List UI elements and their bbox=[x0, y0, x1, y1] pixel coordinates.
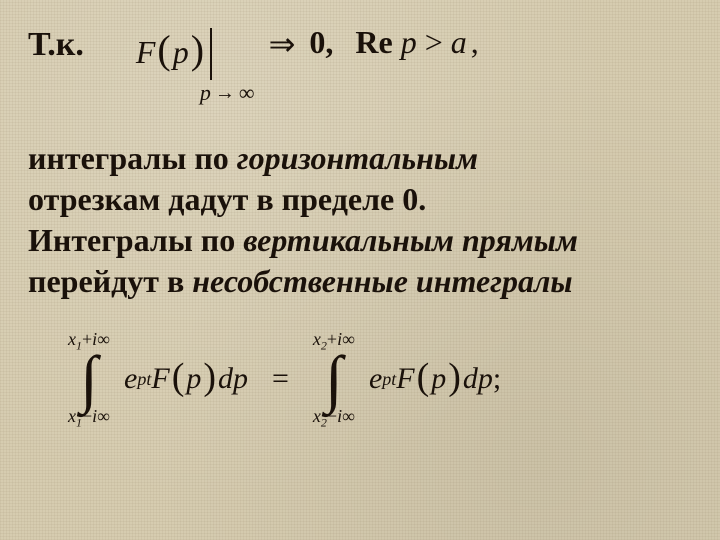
p1i: горизонтальным bbox=[237, 140, 478, 176]
double-arrow-icon: ⇒ bbox=[259, 28, 306, 60]
inf-icon: ∞ bbox=[97, 406, 110, 426]
F: F bbox=[151, 362, 169, 396]
inf-icon: ∞ bbox=[342, 406, 355, 426]
e: e bbox=[369, 362, 382, 396]
fp: F ( p ) bbox=[136, 26, 218, 78]
re-operator: Re bbox=[341, 26, 396, 58]
a-var: a bbox=[451, 26, 467, 58]
exp: pt bbox=[137, 369, 151, 390]
inf-icon: ∞ bbox=[97, 329, 110, 349]
formula-integrals: x1+i∞ ∫ x1−i∞ ept F ( p ) dp = x2+i∞ ∫ x… bbox=[28, 330, 692, 428]
topline: Т.к. F ( p ) p → ∞ ⇒ 0, Re p > a , bbox=[28, 22, 692, 104]
lparen-icon: ( bbox=[155, 34, 172, 66]
equals-sign: = bbox=[262, 362, 299, 396]
dp: dp bbox=[463, 362, 493, 396]
eval-bar-icon bbox=[210, 28, 212, 80]
tk-label: Т.к. bbox=[28, 22, 84, 62]
x: x bbox=[313, 406, 321, 426]
infinity-icon: ∞ bbox=[239, 82, 255, 104]
p2: отрезкам дадут в пределе 0. bbox=[28, 181, 426, 217]
inf-icon: ∞ bbox=[342, 329, 355, 349]
gt-icon: > bbox=[421, 26, 447, 58]
p: p bbox=[431, 362, 446, 396]
integral-2: x2+i∞ ∫ x2−i∞ bbox=[313, 330, 355, 428]
p-var-2: p bbox=[401, 26, 417, 58]
p3i: вертикальным прямым bbox=[243, 222, 578, 258]
p1: интегралы по bbox=[28, 140, 237, 176]
exp: pt bbox=[382, 369, 396, 390]
bar-subscript: p → ∞ bbox=[200, 82, 255, 104]
lparen-icon: ( bbox=[170, 362, 187, 392]
integrand-1: ept F ( p ) dp bbox=[124, 362, 248, 396]
x: x bbox=[313, 329, 321, 349]
arrow-right-icon: → bbox=[215, 83, 235, 103]
p3: Интегралы по bbox=[28, 222, 243, 258]
integrand-2: ept F ( p ) dp; bbox=[369, 362, 501, 396]
fp-with-bar: F ( p ) p → ∞ bbox=[136, 26, 255, 104]
p-var: p bbox=[173, 36, 189, 68]
integral-1: x1+i∞ ∫ x1−i∞ bbox=[68, 330, 110, 428]
semicolon: ; bbox=[493, 362, 501, 396]
explanation-paragraph: интегралы по горизонтальным отрезкам дад… bbox=[28, 138, 692, 302]
sub-var: p bbox=[200, 82, 211, 104]
x: x bbox=[68, 406, 76, 426]
minus: − bbox=[327, 406, 337, 426]
zero: 0, bbox=[309, 26, 337, 58]
F: F bbox=[136, 36, 156, 68]
rparen-icon: ) bbox=[446, 362, 463, 392]
integral-sign-icon: ∫ bbox=[80, 353, 98, 404]
p4i: несобственные интегралы bbox=[192, 263, 572, 299]
integral-sign-icon: ∫ bbox=[325, 353, 343, 404]
p: p bbox=[186, 362, 201, 396]
x: x bbox=[68, 329, 76, 349]
formula-limit: F ( p ) p → ∞ ⇒ 0, Re p > a , bbox=[136, 22, 479, 104]
int1-lower: x1−i∞ bbox=[68, 407, 110, 429]
rparen-icon: ) bbox=[201, 362, 218, 392]
e: e bbox=[124, 362, 137, 396]
rparen-icon: ) bbox=[189, 34, 206, 66]
trailing-comma: , bbox=[471, 26, 479, 58]
dp: dp bbox=[218, 362, 248, 396]
p4: перейдут в bbox=[28, 263, 192, 299]
int2-lower: x2−i∞ bbox=[313, 407, 355, 429]
minus: − bbox=[82, 406, 92, 426]
lparen-icon: ( bbox=[415, 362, 432, 392]
F: F bbox=[396, 362, 414, 396]
